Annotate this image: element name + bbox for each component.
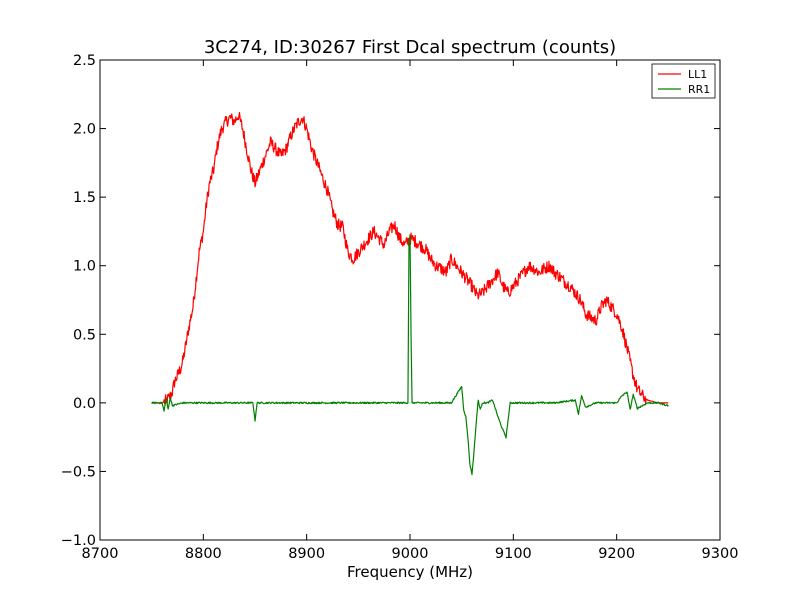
chart-title: 3C274, ID:30267 First Dcal spectrum (cou… xyxy=(204,37,616,58)
legend-label-ll1: LL1 xyxy=(688,68,707,81)
x-tick-label: 9200 xyxy=(598,546,635,562)
y-tick-label: 1.0 xyxy=(73,259,96,275)
legend: LL1 RR1 xyxy=(651,63,716,99)
x-tick-label: 8900 xyxy=(288,546,325,562)
legend-label-rr1: RR1 xyxy=(688,83,710,96)
x-tick-label: 9300 xyxy=(702,546,739,562)
y-tick-label: 2.5 xyxy=(73,53,96,69)
x-tick-label: 8800 xyxy=(185,546,222,562)
plot-area xyxy=(100,60,720,540)
series-layer xyxy=(151,111,669,476)
legend-box xyxy=(651,63,716,99)
x-axis-label: Frequency (MHz) xyxy=(347,563,473,581)
y-tick-label: 2.0 xyxy=(73,122,96,138)
y-tick-label: 0.0 xyxy=(73,396,96,412)
y-tick-label: −0.5 xyxy=(61,464,96,480)
x-tick-label: 9000 xyxy=(392,546,429,562)
ticks-layer: 8700 8800 8900 9000 9100 9200 9300 −1.0 −0.5 0.0 0… xyxy=(61,53,739,562)
y-tick-label: 0.5 xyxy=(73,327,96,343)
x-tick-label: 9100 xyxy=(495,546,532,562)
y-tick-label: 1.5 xyxy=(73,190,96,206)
series-line-rr1 xyxy=(151,234,669,476)
x-tick-label: 8700 xyxy=(82,546,119,562)
y-tick-label: −1.0 xyxy=(61,533,96,549)
